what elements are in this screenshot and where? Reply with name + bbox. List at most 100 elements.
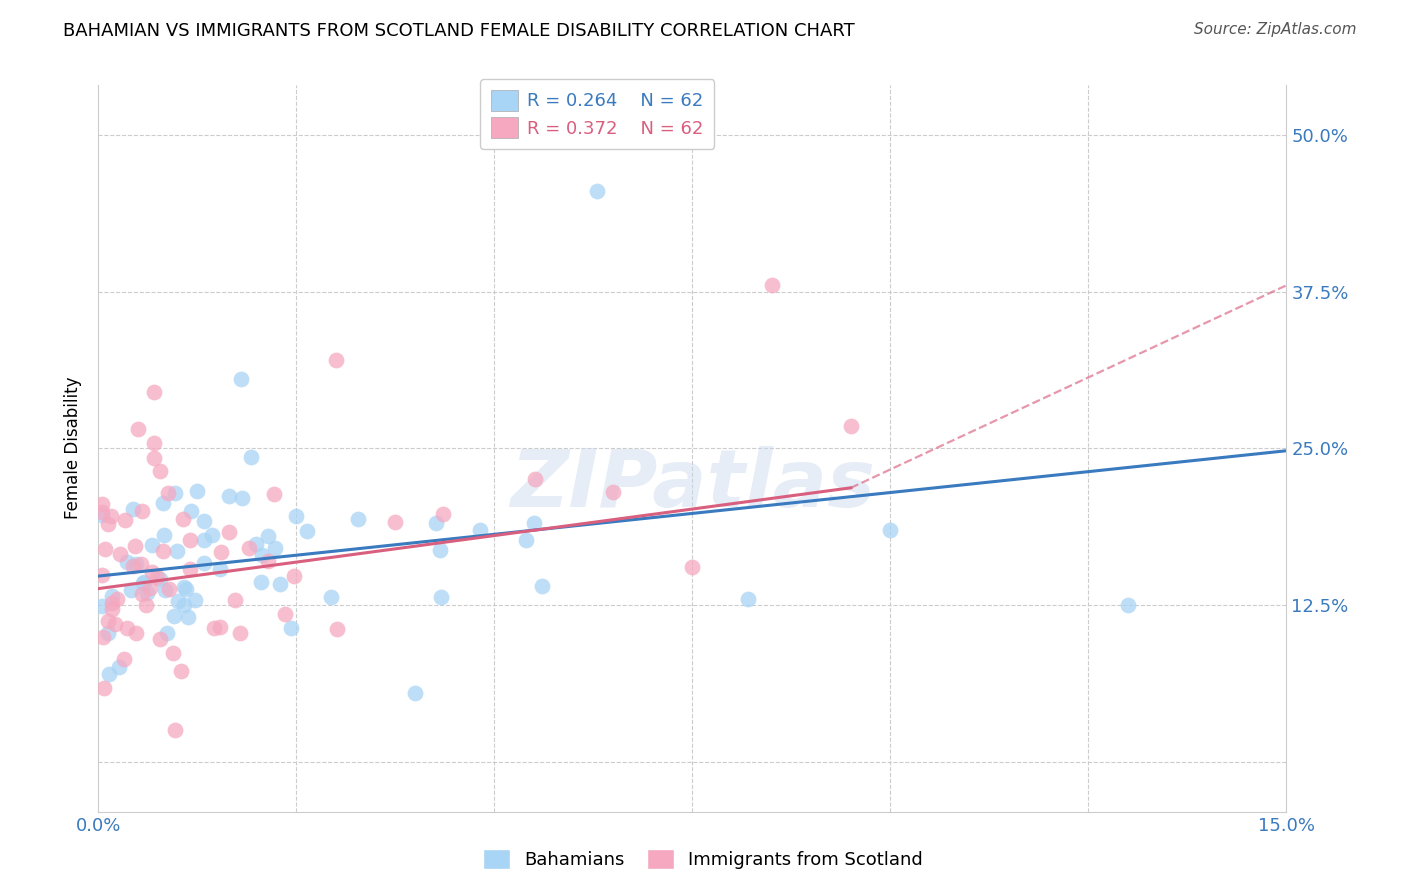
Bahamians	[125, 557, 148, 571]
Immigrants from Scotland	[131, 587, 153, 601]
Immigrants from Scotland	[101, 596, 124, 610]
Immigrants from Scotland	[142, 384, 165, 399]
Immigrants from Scotland	[384, 515, 406, 529]
Bahamians	[107, 659, 129, 673]
Immigrants from Scotland	[142, 436, 165, 450]
Immigrants from Scotland	[839, 418, 862, 433]
Bahamians	[115, 555, 138, 569]
Immigrants from Scotland	[238, 541, 260, 556]
Immigrants from Scotland	[169, 665, 191, 679]
Bahamians	[269, 576, 291, 591]
Text: ZIPatlas: ZIPatlas	[510, 446, 875, 524]
Bahamians	[180, 504, 202, 518]
Immigrants from Scotland	[105, 591, 128, 606]
Bahamians	[347, 512, 370, 526]
Bahamians	[208, 562, 231, 576]
Immigrants from Scotland	[93, 681, 115, 696]
Bahamians	[132, 576, 155, 591]
Bahamians	[173, 599, 195, 613]
Bahamians	[285, 509, 308, 524]
Bahamians	[879, 523, 901, 537]
Immigrants from Scotland	[131, 503, 153, 517]
Immigrants from Scotland	[115, 621, 138, 635]
Bahamians	[523, 516, 546, 531]
Bahamians	[186, 483, 208, 498]
Bahamians	[429, 542, 451, 557]
Immigrants from Scotland	[157, 486, 180, 500]
Bahamians	[218, 489, 240, 503]
Immigrants from Scotland	[274, 607, 297, 621]
Immigrants from Scotland	[325, 353, 347, 368]
Bahamians	[468, 523, 491, 537]
Immigrants from Scotland	[162, 646, 184, 660]
Immigrants from Scotland	[141, 565, 163, 579]
Bahamians	[120, 582, 142, 597]
Bahamians	[586, 184, 609, 198]
Bahamians	[166, 594, 188, 608]
Immigrants from Scotland	[202, 621, 225, 635]
Legend: R = 0.264    N = 62, R = 0.372    N = 62: R = 0.264 N = 62, R = 0.372 N = 62	[481, 79, 714, 149]
Immigrants from Scotland	[91, 496, 114, 510]
Immigrants from Scotland	[283, 568, 305, 582]
Bahamians	[91, 508, 114, 523]
Bahamians	[229, 372, 252, 386]
Immigrants from Scotland	[91, 505, 114, 519]
Immigrants from Scotland	[139, 581, 162, 595]
Bahamians	[97, 626, 120, 640]
Immigrants from Scotland	[218, 525, 240, 540]
Bahamians	[141, 538, 163, 552]
Bahamians	[91, 599, 114, 613]
Immigrants from Scotland	[104, 616, 127, 631]
Bahamians	[156, 625, 179, 640]
Bahamians	[295, 524, 318, 539]
Immigrants from Scotland	[127, 422, 149, 436]
Bahamians	[257, 528, 280, 542]
Bahamians	[134, 575, 156, 590]
Immigrants from Scotland	[146, 570, 169, 584]
Immigrants from Scotland	[432, 507, 454, 521]
Immigrants from Scotland	[523, 472, 546, 486]
Immigrants from Scotland	[91, 630, 114, 644]
Bahamians	[177, 610, 200, 624]
Immigrants from Scotland	[179, 562, 201, 576]
Bahamians	[737, 591, 759, 606]
Bahamians	[319, 590, 342, 604]
Bahamians	[149, 572, 172, 586]
Bahamians	[193, 514, 215, 528]
Bahamians	[250, 548, 273, 562]
Bahamians	[173, 580, 195, 594]
Immigrants from Scotland	[209, 545, 232, 559]
Bahamians	[515, 533, 537, 547]
Immigrants from Scotland	[179, 533, 201, 548]
Immigrants from Scotland	[257, 554, 280, 568]
Immigrants from Scotland	[172, 512, 194, 526]
Text: Source: ZipAtlas.com: Source: ZipAtlas.com	[1194, 22, 1357, 37]
Bahamians	[404, 686, 426, 700]
Immigrants from Scotland	[100, 508, 122, 523]
Bahamians	[201, 528, 224, 542]
Immigrants from Scotland	[157, 582, 180, 596]
Immigrants from Scotland	[94, 541, 117, 556]
Bahamians	[121, 501, 143, 516]
Bahamians	[135, 585, 157, 599]
Immigrants from Scotland	[263, 486, 285, 500]
Text: BAHAMIAN VS IMMIGRANTS FROM SCOTLAND FEMALE DISABILITY CORRELATION CHART: BAHAMIAN VS IMMIGRANTS FROM SCOTLAND FEM…	[63, 22, 855, 40]
Immigrants from Scotland	[761, 278, 783, 293]
Bahamians	[153, 527, 176, 541]
Bahamians	[152, 496, 174, 510]
Immigrants from Scotland	[152, 543, 174, 558]
Immigrants from Scotland	[101, 602, 124, 616]
Bahamians	[245, 537, 267, 551]
Immigrants from Scotland	[112, 652, 135, 666]
Bahamians	[174, 582, 197, 597]
Immigrants from Scotland	[149, 632, 172, 646]
Bahamians	[280, 621, 302, 635]
Immigrants from Scotland	[142, 451, 165, 466]
Immigrants from Scotland	[208, 620, 231, 634]
Immigrants from Scotland	[124, 539, 146, 553]
Bahamians	[531, 579, 554, 593]
Bahamians	[101, 590, 124, 604]
Bahamians	[163, 608, 186, 623]
Immigrants from Scotland	[97, 615, 120, 629]
Immigrants from Scotland	[91, 567, 114, 582]
